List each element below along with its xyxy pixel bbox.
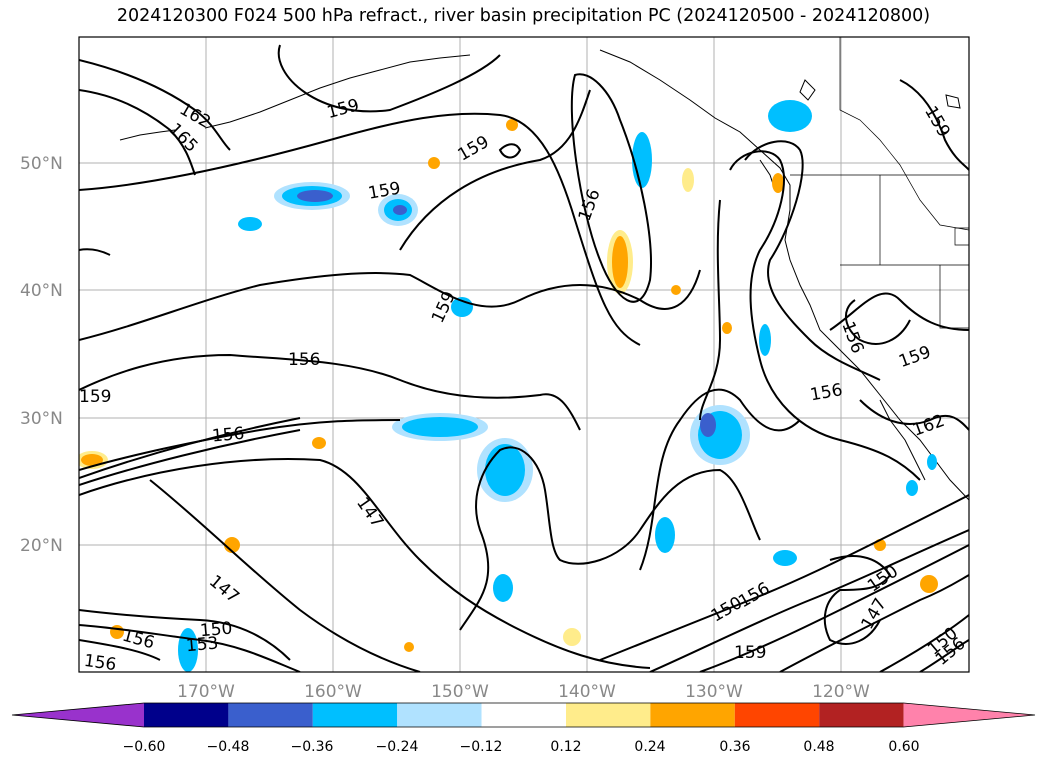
longitude-labels: 170°W 160°W 150°W 140°W 130°W 120°W: [177, 682, 870, 702]
map-title: 2024120300 F024 500 hPa refract., river …: [116, 6, 931, 26]
colorbar-ticks: −0.60 −0.48 −0.36 −0.24 −0.12 0.12 0.24 …: [123, 739, 920, 755]
negative-anomaly-fills: [178, 100, 937, 672]
colorbar-bins: [11, 702, 1036, 728]
lon-label: 140°W: [558, 682, 616, 702]
contour-lines: [79, 44, 969, 672]
colorbar-bin: [144, 703, 229, 727]
colorbar-bin: [12, 703, 144, 727]
contour-label: 159: [79, 387, 111, 407]
colorbar: −0.60 −0.48 −0.36 −0.24 −0.12 0.12 0.24 …: [11, 702, 1036, 755]
colorbar-bin: [566, 703, 651, 727]
lon-label: 170°W: [177, 682, 235, 702]
contour-label: 150: [199, 619, 233, 642]
colorbar-bin: [228, 703, 313, 727]
lat-label: 40°N: [20, 281, 63, 301]
positive-anomaly-fills: [79, 119, 938, 652]
map-plot-area: 162 165 159 159 159 159 156 159 156 159 …: [78, 36, 970, 675]
lon-label: 150°W: [431, 682, 489, 702]
contour-label: 156: [211, 424, 245, 447]
colorbar-outline: [11, 702, 1036, 728]
contour-label: 156: [83, 651, 118, 675]
colorbar-bin: [650, 703, 735, 727]
colorbar-tick: 0.48: [803, 739, 834, 755]
colorbar-bin: [903, 703, 1035, 727]
map-frame: [78, 36, 970, 673]
colorbar-bin: [734, 703, 820, 727]
lon-label: 130°W: [685, 682, 743, 702]
colorbar-bin: [397, 703, 482, 727]
lat-label: 30°N: [20, 409, 63, 429]
colorbar-bin: [481, 703, 566, 727]
political-borders: [790, 37, 969, 329]
lon-label: 120°W: [812, 682, 870, 702]
colorbar-tick: −0.12: [460, 739, 503, 755]
lat-label: 50°N: [20, 154, 63, 174]
colorbar-tick: −0.36: [291, 739, 334, 755]
colorbar-bin: [819, 703, 904, 727]
colorbar-bin: [312, 703, 398, 727]
colorbar-tick: −0.60: [123, 739, 166, 755]
colorbar-tick: 0.36: [719, 739, 750, 755]
colorbar-tick: −0.48: [207, 739, 250, 755]
colorbar-tick: 0.12: [550, 739, 581, 755]
lon-label: 160°W: [304, 682, 362, 702]
contour-label: 153: [185, 633, 219, 656]
contour-label: 156: [288, 350, 320, 370]
colorbar-tick: 0.24: [634, 739, 665, 755]
lat-label: 20°N: [20, 536, 63, 556]
colorbar-tick: −0.24: [376, 739, 419, 755]
coastlines: [119, 49, 969, 501]
colorbar-tick: 0.60: [888, 739, 919, 755]
latitude-labels: 50°N 40°N 30°N 20°N: [20, 154, 63, 556]
contour-label: 159: [734, 643, 766, 663]
